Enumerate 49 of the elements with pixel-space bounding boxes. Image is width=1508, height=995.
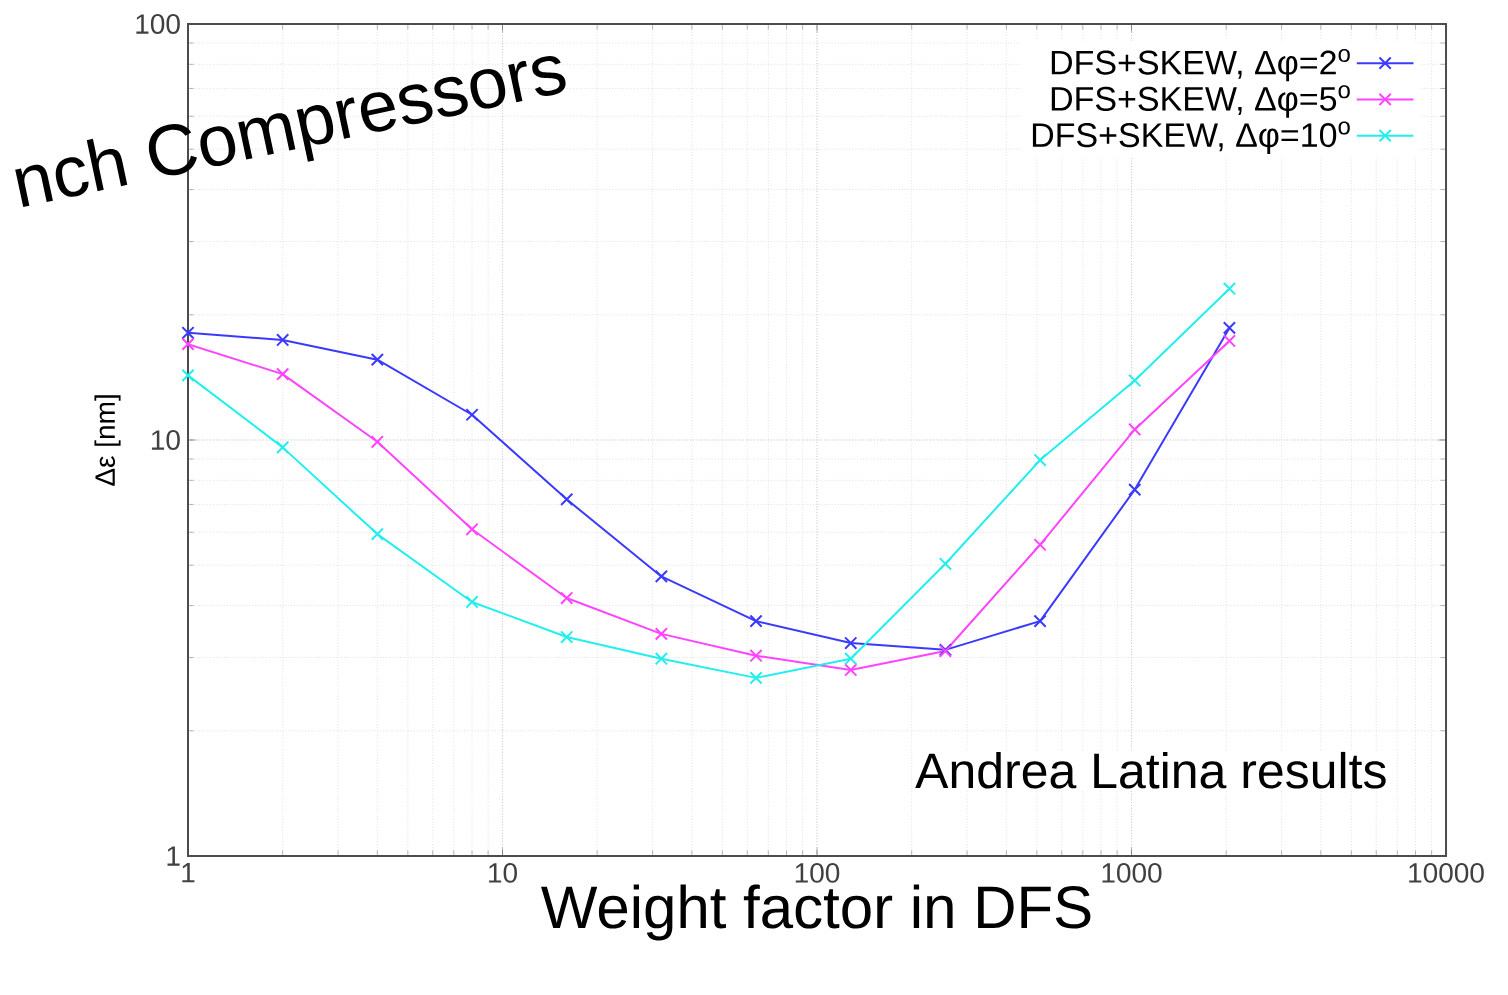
point (465, 522, 479, 536)
point (370, 435, 385, 449)
point (654, 569, 669, 584)
point (560, 591, 574, 605)
point (844, 663, 858, 677)
point (276, 333, 290, 347)
point (276, 367, 290, 381)
point (181, 368, 195, 383)
x-tick-label: 10000 (1409, 863, 1484, 883)
point (1128, 482, 1142, 497)
point (1033, 614, 1047, 628)
annotation: nch Compressors (15, 56, 566, 207)
point (560, 492, 574, 507)
point (465, 595, 479, 609)
x-tick-label: 1000 (1102, 863, 1162, 883)
point (370, 353, 385, 367)
legend-label: DFS+SKEW, Δφ=2$^{o}$ (1051, 49, 1350, 82)
y-tick-label: 1 (167, 846, 180, 866)
point (938, 557, 953, 571)
point (276, 440, 290, 455)
y-tick-label: 100 (136, 14, 180, 34)
point (1128, 422, 1142, 437)
legend-label: DFS+SKEW, Δφ=10$^{o}$ (1032, 121, 1350, 154)
y-axis-title: Δε [nm] (94, 395, 121, 486)
point (1222, 282, 1237, 296)
point (465, 408, 479, 422)
legend-label: DFS+SKEW, Δφ=5$^{o}$ (1051, 85, 1350, 118)
point (654, 627, 669, 641)
point (749, 671, 763, 685)
point (181, 337, 195, 351)
x-tick-label: 10 (489, 863, 517, 883)
point (1222, 321, 1237, 335)
point (844, 652, 858, 666)
point (1033, 538, 1047, 552)
y-tick-label: 10 (151, 430, 180, 450)
point (844, 636, 858, 650)
point (370, 527, 385, 541)
point (181, 326, 195, 340)
x-axis-title: Weight factor in DFS (541, 884, 1091, 941)
annotation: Andrea Latina results (915, 751, 1386, 789)
point (749, 649, 763, 663)
point (560, 630, 574, 644)
point (654, 652, 669, 666)
point (1222, 334, 1237, 348)
point (1128, 373, 1142, 388)
x-tick-label: 100 (795, 863, 840, 883)
point (1033, 453, 1047, 467)
point (749, 614, 763, 628)
x-tick-label: 1 (182, 863, 195, 883)
